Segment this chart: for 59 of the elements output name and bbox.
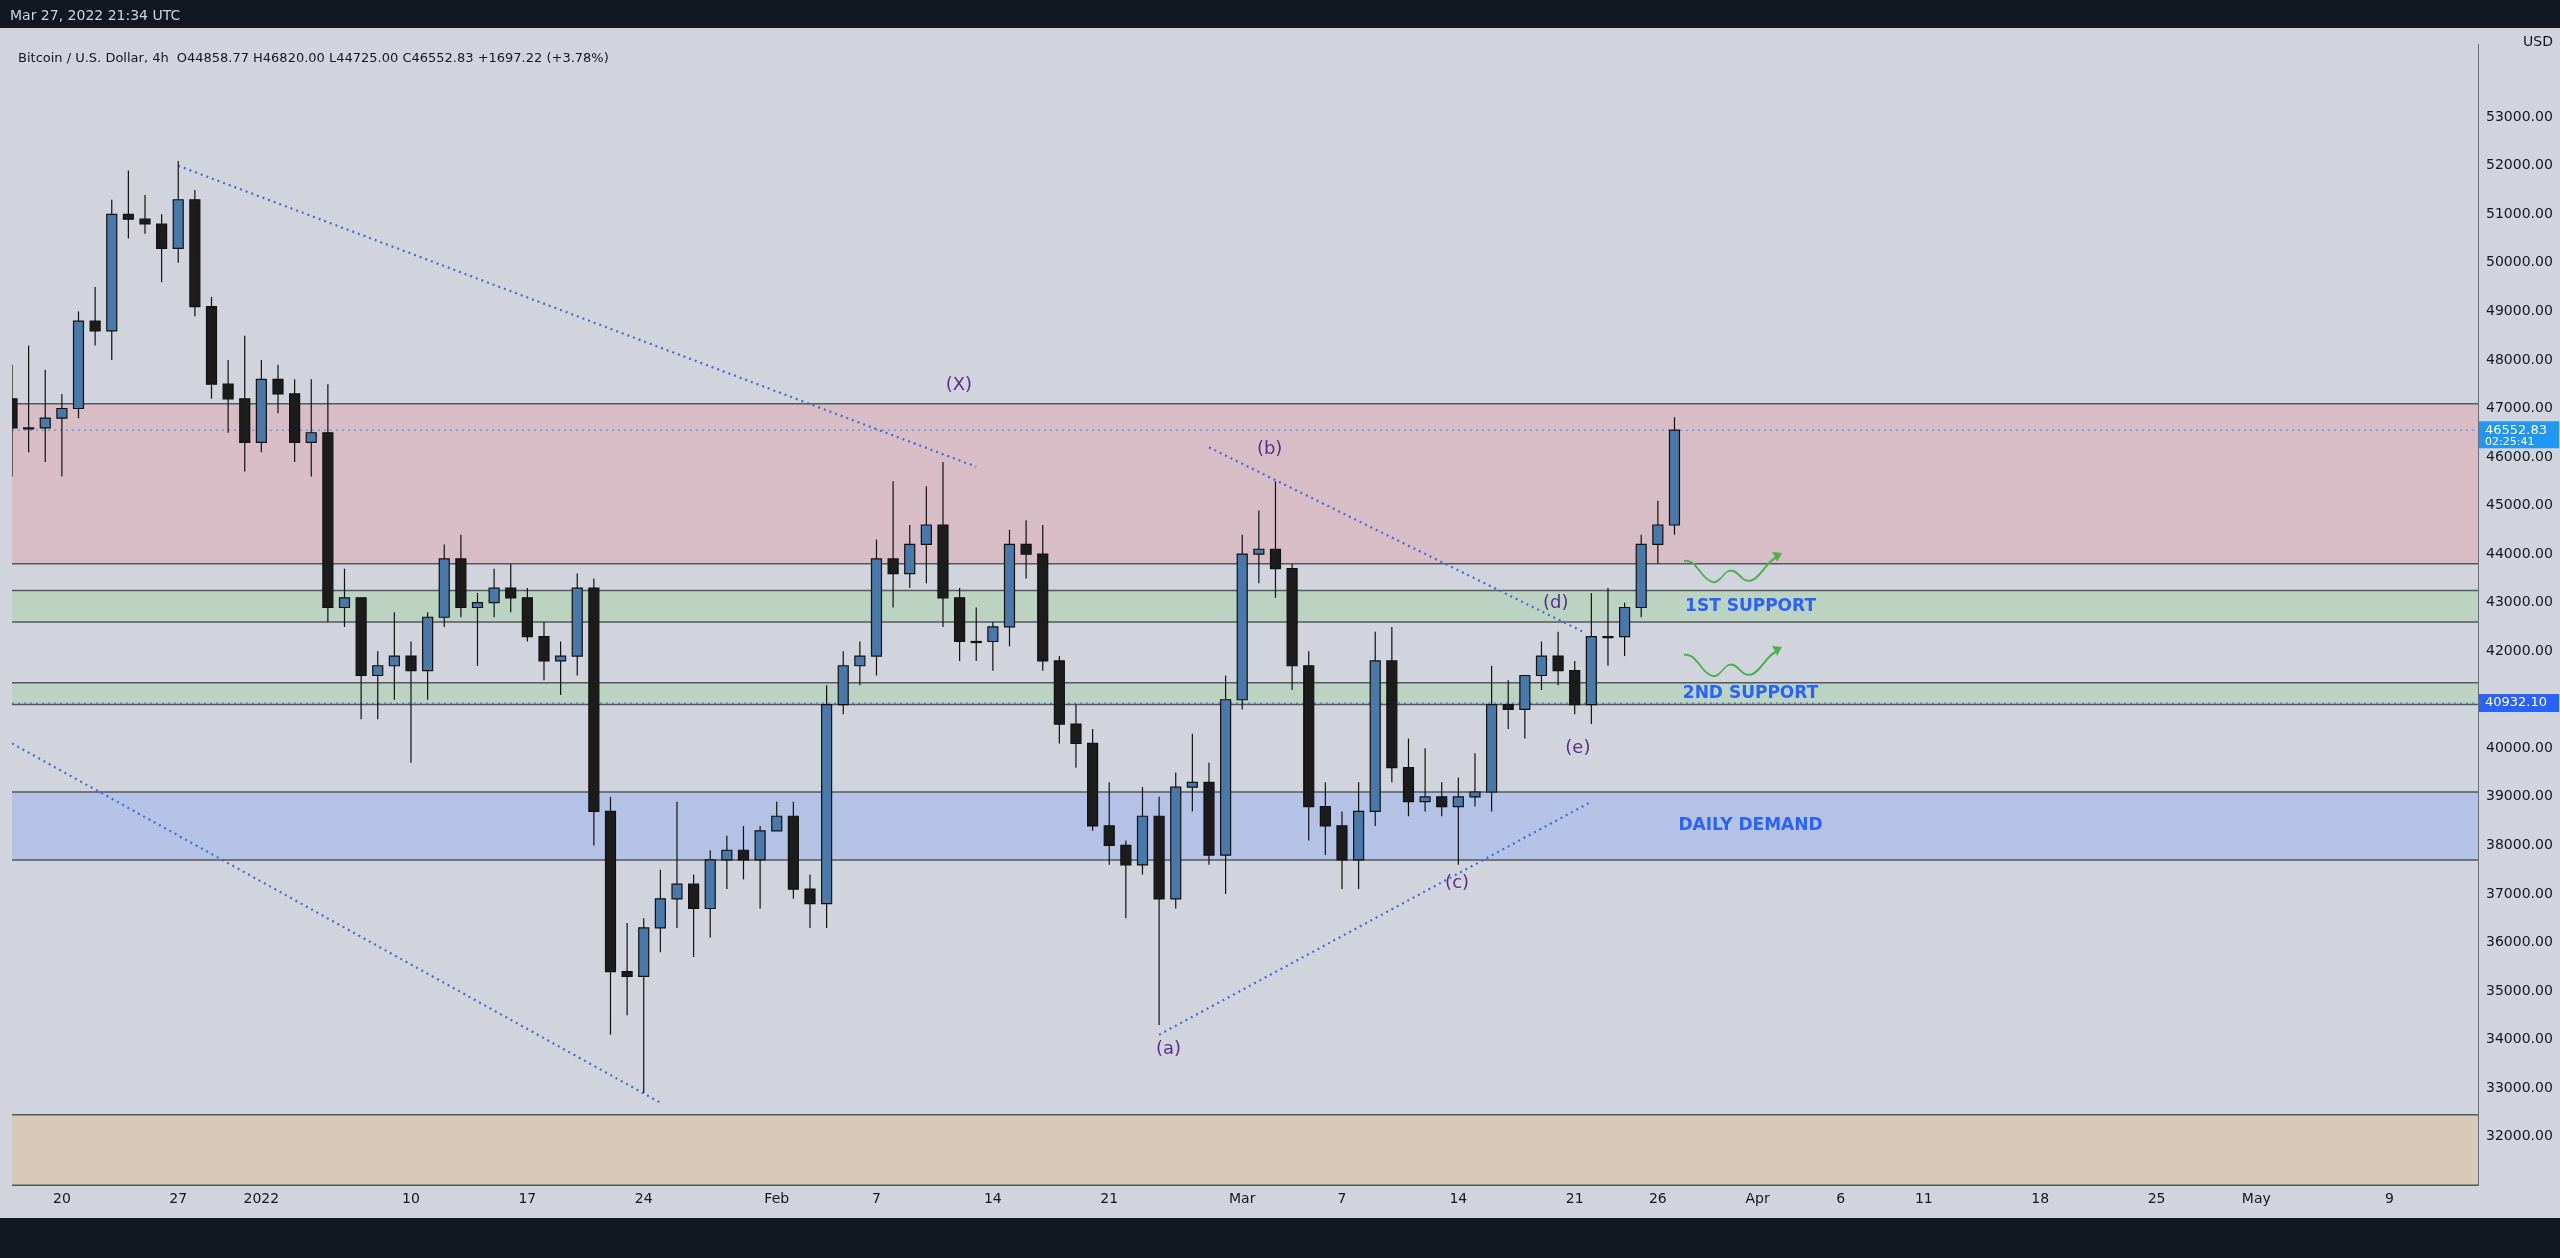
band-label: DAILY DEMAND (1678, 814, 1823, 835)
x-tick-label: 14 (983, 1190, 1002, 1207)
text: 02:25:41 (2485, 435, 2535, 449)
band-label: 2ND SUPPORT (1682, 682, 1819, 703)
x-tick-label: 27 (169, 1190, 188, 1207)
y-tick-label: 39000.00 (2486, 787, 2553, 804)
y-tick-label: 38000.00 (2486, 836, 2553, 853)
y-tick-label: 43000.00 (2486, 593, 2553, 610)
annotation: (c) (1445, 870, 1470, 892)
x-tick-label: 6 (1836, 1190, 1846, 1207)
x-tick-label: 17 (518, 1190, 537, 1207)
x-tick-label: Apr (1745, 1190, 1770, 1207)
text: Bitcoin / U.S. Dollar, 4h (18, 49, 169, 65)
x-tick-label: 7 (872, 1190, 881, 1207)
y-tick-label: 32000.00 (2486, 1127, 2553, 1144)
y-tick-label: 50000.00 (2486, 253, 2553, 270)
x-tick-label: May (2241, 1190, 2271, 1207)
x-tick-label: 26 (1648, 1190, 1667, 1207)
ref-line-label: 46552.83 (2485, 421, 2548, 437)
y-tick-label: 44000.00 (2486, 544, 2553, 561)
y-tick-label: 40000.00 (2486, 738, 2553, 755)
y-tick-label: 49000.00 (2486, 302, 2553, 319)
y-tick-label: 48000.00 (2486, 350, 2553, 367)
x-tick-label: 21 (1100, 1190, 1119, 1207)
annotation: (e) (1565, 735, 1591, 757)
annotation: (d) (1542, 591, 1569, 613)
annotation: (a) (1156, 1037, 1182, 1059)
y-tick-label: 33000.00 (2486, 1078, 2553, 1095)
x-tick-label: 11 (1914, 1190, 1933, 1207)
text: O44858.77 H46820.00 L44725.00 C46552.83 +1697.22 (+3.78%) (176, 49, 609, 65)
x-tick-label: Feb (764, 1190, 790, 1207)
x-tick-label: 21 (1565, 1190, 1584, 1207)
x-tick-label: 25 (2147, 1190, 2166, 1207)
y-tick-label: 45000.00 (2486, 496, 2553, 513)
y-tick-label: 35000.00 (2486, 981, 2553, 998)
x-tick-label: 2022 (243, 1190, 280, 1207)
band-label: 1ST SUPPORT (1685, 594, 1817, 615)
y-axis-title: USD (2523, 32, 2553, 49)
y-tick-label: 34000.00 (2486, 1030, 2553, 1047)
y-tick-label: 47000.00 (2486, 399, 2553, 416)
y-tick-label: 46000.00 (2486, 447, 2553, 464)
y-tick-label: 53000.00 (2486, 107, 2553, 124)
y-tick-label: 51000.00 (2486, 204, 2553, 221)
x-tick-label: 10 (402, 1190, 420, 1207)
x-tick-label: 24 (634, 1190, 653, 1207)
y-tick-label: 37000.00 (2486, 884, 2553, 901)
y-tick-label: 36000.00 (2486, 933, 2553, 950)
x-tick-label: 14 (1449, 1190, 1468, 1207)
x-tick-label: 20 (52, 1190, 71, 1207)
annotation: (b) (1256, 437, 1283, 459)
x-tick-label: 18 (2031, 1190, 2050, 1207)
y-tick-label: 52000.00 (2486, 156, 2553, 173)
x-tick-label: 9 (2384, 1190, 2394, 1207)
annotation: (X) (945, 373, 973, 395)
text: Mar 27, 2022 21:34 UTC (10, 6, 181, 25)
ref-line-label: 40932.10 (2485, 694, 2548, 710)
x-tick-label: Mar (1229, 1190, 1256, 1207)
x-tick-label: 7 (1337, 1190, 1347, 1207)
y-tick-label: 42000.00 (2486, 641, 2553, 658)
